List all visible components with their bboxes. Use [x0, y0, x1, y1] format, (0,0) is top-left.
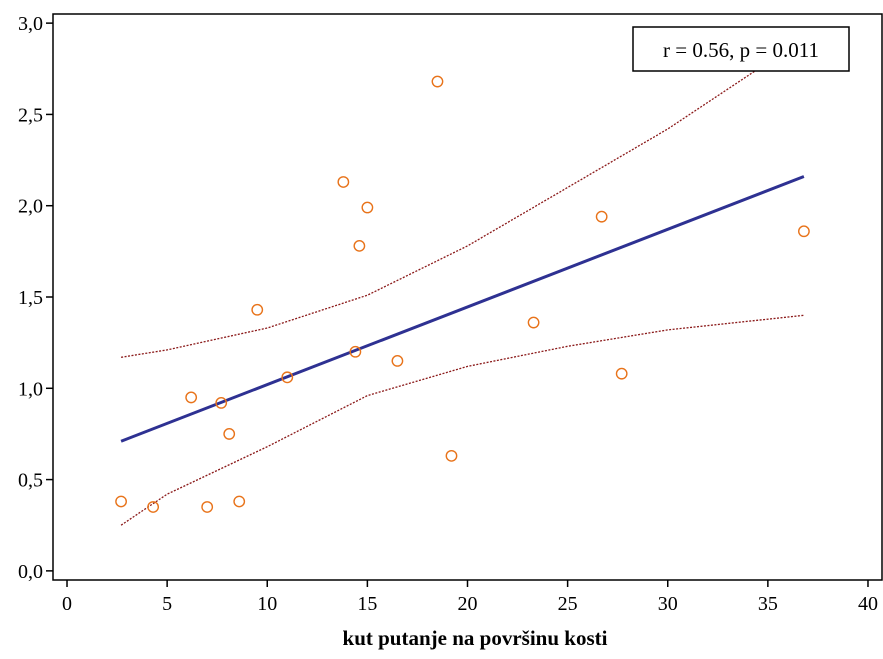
data-point: [527, 316, 540, 329]
x-tick-label: 35: [758, 593, 778, 615]
annotation-box: [632, 26, 850, 72]
y-tick-label: 2,5: [18, 104, 43, 126]
data-point: [361, 201, 374, 214]
data-point: [281, 371, 294, 384]
x-tick-label: 10: [257, 593, 277, 615]
confidence-upper-curve: [120, 64, 765, 358]
data-point: [391, 355, 404, 367]
x-tick-label: 20: [458, 593, 478, 615]
data-point: [223, 428, 236, 440]
y-tick-label: 0,0: [18, 561, 43, 583]
data-point: [185, 391, 198, 404]
correlation-annotation: r = 0.56, p = 0.011: [632, 26, 850, 72]
data-point: [251, 303, 264, 316]
x-axis: 0 5 10 15 20 25 30 35 40: [62, 580, 878, 615]
regression-line: [120, 175, 805, 443]
data-points: [115, 75, 810, 513]
x-tick-label: 40: [858, 593, 878, 615]
annotation-text: r = 0.56, p = 0.011: [663, 38, 819, 62]
confidence-band: [120, 64, 804, 526]
x-tick-label: 5: [162, 593, 172, 615]
data-point: [147, 501, 160, 513]
y-tick-label: 3,0: [18, 13, 43, 35]
data-point: [595, 210, 608, 223]
data-point: [615, 367, 628, 380]
x-tick-label: 25: [558, 593, 578, 615]
data-point: [798, 225, 810, 238]
y-tick-label: 2,0: [18, 196, 43, 218]
data-point: [115, 495, 127, 508]
data-point: [431, 75, 444, 88]
regression-line-group: [120, 175, 805, 443]
x-tick-label: 15: [357, 593, 377, 615]
data-point: [353, 239, 366, 252]
data-point: [233, 495, 246, 508]
confidence-lower-curve: [120, 314, 804, 526]
y-tick-label: 0,5: [18, 470, 43, 492]
x-tick-label: 30: [658, 593, 678, 615]
y-axis: 0,0 0,5 1,0 1,5 2,0 2,5 3,0: [18, 13, 53, 583]
x-axis-title: kut putanje na površinu kosti: [343, 626, 608, 650]
data-point: [215, 396, 228, 409]
data-point: [201, 501, 214, 513]
y-tick-label: 1,0: [18, 378, 43, 400]
data-point: [337, 176, 350, 188]
data-point: [349, 345, 362, 358]
x-tick-label: 0: [62, 593, 72, 615]
data-point: [445, 449, 458, 462]
plot-frame: [52, 13, 883, 581]
y-tick-label: 1,5: [18, 287, 43, 309]
